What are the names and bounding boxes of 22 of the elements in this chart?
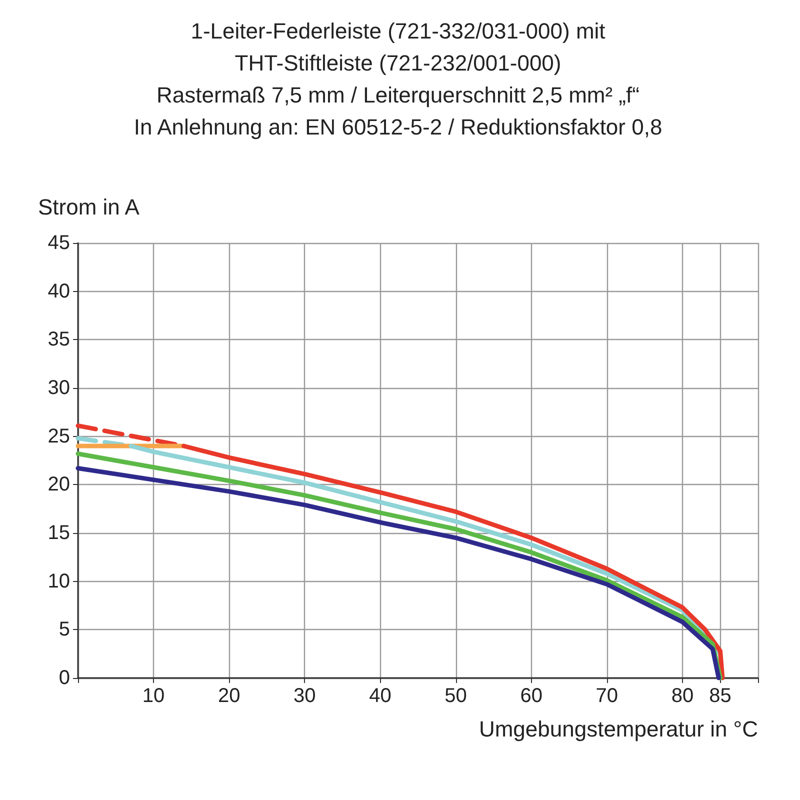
y-tick-label: 0 <box>58 667 70 689</box>
x-tick-label: 50 <box>444 685 467 707</box>
y-tick-label: 15 <box>48 522 70 544</box>
x-tick-label: 70 <box>596 685 618 707</box>
x-tick-label: 20 <box>218 685 240 707</box>
y-tick-label: 5 <box>58 618 70 641</box>
x-tick-label: 85 <box>709 685 732 707</box>
x-tick-label: 40 <box>369 685 392 707</box>
x-tick-label: 80 <box>671 685 694 707</box>
y-axis-title: Strom in A <box>38 194 140 220</box>
x-tick-label: 10 <box>142 685 165 707</box>
y-tick-label: 30 <box>48 377 70 399</box>
y-tick-label: 20 <box>48 474 70 496</box>
y-tick-label: 45 <box>48 232 70 254</box>
y-tick-label: 25 <box>48 425 70 448</box>
x-axis-title: Umgebungstemperatur in °C <box>478 716 758 742</box>
y-tick-label: 10 <box>48 570 70 592</box>
chart-title: 1-Leiter-Federleiste (721-332/031-000) mit THT-Stiftleiste (721-232/001-000) Rastermaß 7,5 mm / Leiterquerschnitt 2,5 mm² „f“ In Anlehnung an: EN 60512-5-2 / Reduktionsfaktor 0,8 <box>134 18 662 140</box>
x-tick-label: 30 <box>294 685 316 707</box>
y-tick-label: 40 <box>48 280 70 302</box>
y-tick-label: 35 <box>48 328 70 351</box>
x-tick-label: 60 <box>520 685 542 707</box>
